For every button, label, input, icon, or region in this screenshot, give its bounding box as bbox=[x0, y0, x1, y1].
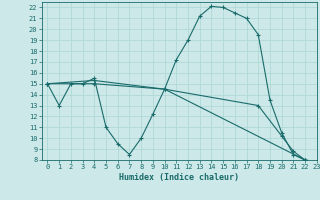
X-axis label: Humidex (Indice chaleur): Humidex (Indice chaleur) bbox=[119, 173, 239, 182]
